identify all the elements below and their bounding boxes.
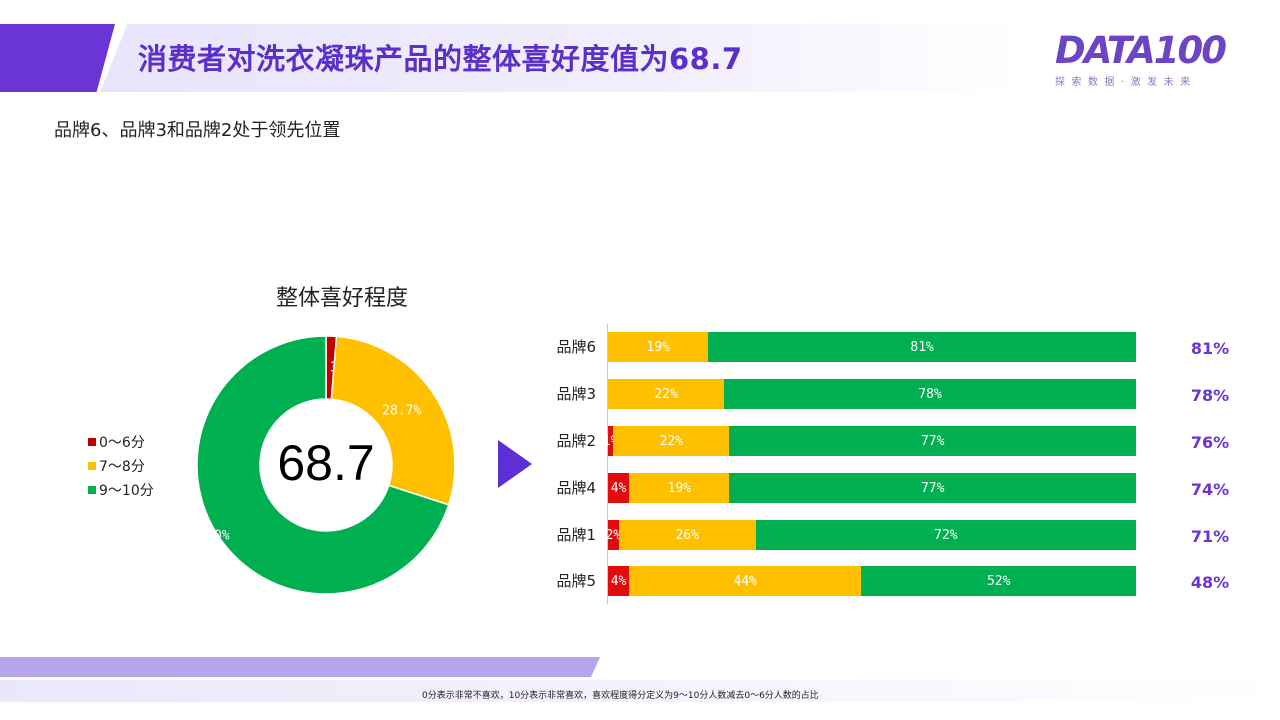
bar-segment: 77% (729, 426, 1136, 456)
bar-category-label: 品牌1 (556, 526, 596, 544)
bar-segment-label: 4% (610, 573, 627, 589)
legend-swatch-low (88, 438, 96, 446)
bar-segment: 44% (629, 566, 862, 596)
footnote: 0分表示非常不喜欢，10分表示非常喜欢，喜欢程度得分定义为9～10分人数减去0～… (422, 691, 819, 701)
legend-swatch-high (88, 486, 96, 494)
bar-category-label: 品牌3 (556, 385, 596, 403)
bar-segment-label: 22% (654, 386, 678, 402)
bar-row: 1% 22% 77% (603, 426, 1136, 456)
bar-category-label: 品牌5 (556, 572, 596, 590)
bar-segment: 4% (608, 566, 630, 596)
donut-slice (196, 335, 450, 595)
footer-band (0, 680, 1280, 702)
bar-segment: 19% (629, 473, 730, 503)
legend-item: 9～10分 (88, 478, 154, 502)
bar-category-label: 品牌2 (556, 432, 596, 450)
bar-segment: 19% (608, 332, 709, 362)
footer-accent-band (0, 657, 600, 677)
bar-segment-label: 52% (986, 573, 1011, 589)
bar-segment-label: 4% (610, 480, 627, 496)
bar-score-value: 78% (1190, 386, 1230, 405)
bar-segment: 77% (729, 473, 1136, 503)
bar-segment-label: 26% (675, 527, 699, 543)
bar-segment: 72% (755, 520, 1136, 550)
legend-label: 7～8分 (99, 459, 145, 475)
page-title: 消费者对洗衣凝珠产品的整体喜好度值为68.7 (138, 42, 743, 76)
donut-center-value: 68.7 (277, 435, 374, 491)
bar-score-value: 81% (1190, 339, 1230, 358)
bar-segment-label: 77% (920, 480, 945, 496)
bar-segment-label: 2% (605, 527, 622, 543)
bar-segment-label: 22% (659, 433, 684, 449)
donut-chart: 1.3%28.7%70.0%68.7 (191, 335, 456, 595)
bar-segment: 22% (608, 379, 725, 409)
legend-item: 7～8分 (88, 454, 154, 478)
legend-label: 0～6分 (99, 435, 145, 451)
logo-text: DATA100 (1055, 29, 1227, 72)
bar-row: 4% 44% 52% (608, 566, 1136, 596)
bar-chart-axis (607, 324, 608, 604)
bar-segment: 78% (724, 379, 1136, 409)
brand-logo: DATA100 探索数据·激发未来 (1055, 32, 1240, 92)
bar-segment: 81% (708, 332, 1136, 362)
bar-segment-label: 19% (667, 480, 691, 496)
header-accent-shape (0, 24, 115, 92)
donut-slice-label: 28.7% (382, 404, 421, 419)
bar-segment-label: 78% (918, 386, 942, 402)
legend-swatch-mid (88, 462, 96, 470)
bar-segment: 22% (613, 426, 730, 456)
bar-segment: 2% (605, 520, 622, 550)
bar-row: 22% 78% (608, 379, 1136, 409)
header-band (100, 24, 1020, 92)
bar-category-label: 品牌4 (556, 479, 596, 497)
donut-slice-label: 70.0% (191, 528, 230, 543)
donut-slice (330, 335, 456, 506)
bar-segment: 26% (618, 520, 756, 550)
legend-item: 0～6分 (88, 430, 154, 454)
bar-row: 2% 26% 72% (605, 520, 1136, 550)
subtitle: 品牌6、品牌3和品牌2处于领先位置 (54, 120, 341, 141)
bar-score-value: 74% (1190, 480, 1230, 499)
donut-chart-title: 整体喜好程度 (275, 286, 408, 311)
bar-segment-label: 81% (910, 339, 934, 355)
bar-segment-label: 44% (733, 573, 757, 589)
bar-segment-label: 19% (646, 339, 670, 355)
bar-score-value: 71% (1190, 527, 1230, 546)
bar-score-value: 48% (1190, 573, 1230, 592)
bar-segment-label: 77% (920, 433, 945, 449)
bar-segment: 52% (861, 566, 1136, 596)
logo-tagline: 探索数据·激发未来 (1055, 77, 1197, 88)
donut-legend: 0～6分 7～8分 9～10分 (88, 430, 154, 502)
bar-category-label: 品牌6 (556, 338, 596, 356)
bar-segment-label: 72% (934, 527, 958, 543)
bar-row: 4% 19% 77% (608, 473, 1136, 503)
bar-row: 19% 81% (608, 332, 1136, 362)
legend-label: 9～10分 (99, 483, 154, 499)
bar-score-value: 76% (1190, 433, 1230, 452)
bar-segment: 4% (608, 473, 630, 503)
